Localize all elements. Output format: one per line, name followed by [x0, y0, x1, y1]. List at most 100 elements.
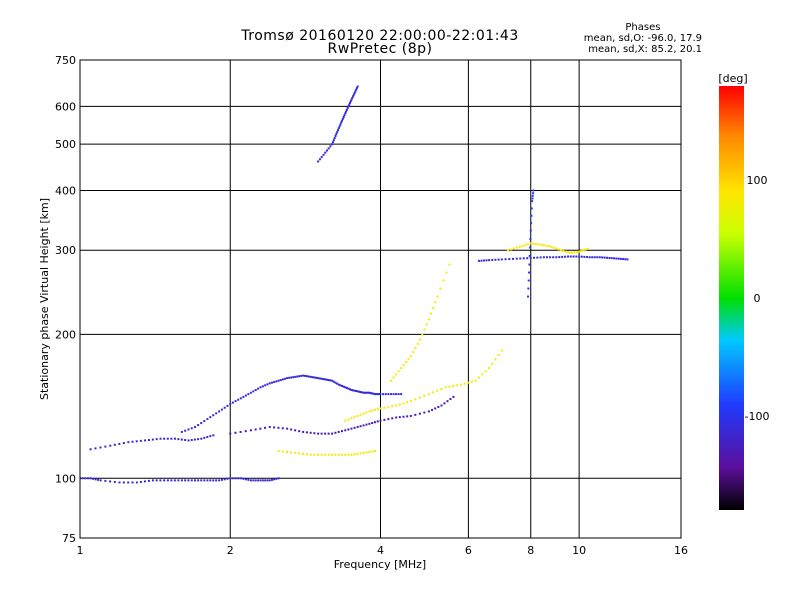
- data-point: [340, 121, 343, 124]
- data-point: [89, 477, 92, 480]
- data-point: [340, 430, 343, 433]
- data-point: [268, 479, 271, 482]
- data-point: [170, 437, 173, 440]
- data-point: [231, 401, 234, 404]
- data-point: [427, 393, 430, 396]
- data-point: [249, 429, 252, 432]
- data-point: [431, 408, 434, 411]
- data-point: [619, 257, 622, 260]
- data-point: [109, 480, 112, 483]
- data-point: [527, 279, 530, 282]
- data-point: [561, 255, 564, 258]
- data-point: [339, 123, 342, 126]
- data-point: [500, 349, 503, 352]
- data-point: [532, 189, 535, 192]
- data-point: [325, 378, 328, 381]
- data-point: [353, 91, 356, 94]
- data-point: [376, 420, 379, 423]
- data-point: [286, 427, 289, 430]
- data-point: [397, 370, 400, 373]
- data-point: [215, 412, 218, 415]
- data-point: [444, 386, 447, 389]
- data-point: [92, 477, 95, 480]
- data-point: [414, 398, 417, 401]
- data-point: [383, 418, 386, 421]
- data-point: [338, 125, 341, 128]
- data-point: [456, 384, 459, 387]
- data-point: [344, 386, 347, 389]
- data-point: [368, 450, 371, 453]
- data-point: [131, 481, 134, 484]
- data-point: [184, 479, 187, 482]
- data-point: [318, 377, 321, 380]
- data-point: [290, 376, 293, 379]
- data-point: [203, 436, 206, 439]
- data-point: [372, 392, 375, 395]
- data-point: [526, 257, 529, 260]
- data-point: [302, 430, 305, 433]
- data-point: [400, 367, 403, 370]
- data-point: [497, 353, 500, 356]
- data-point: [344, 419, 347, 422]
- data-point: [371, 450, 374, 453]
- data-point: [596, 256, 599, 259]
- x-tick-label: 2: [227, 544, 234, 557]
- data-point: [418, 396, 421, 399]
- data-point: [264, 384, 267, 387]
- data-point: [348, 101, 351, 104]
- data-point: [359, 425, 362, 428]
- data-point: [294, 429, 297, 432]
- data-point: [273, 426, 276, 429]
- data-point: [494, 358, 497, 361]
- data-point: [122, 442, 125, 445]
- data-point: [409, 400, 412, 403]
- data-point: [378, 393, 381, 396]
- data-point: [566, 251, 569, 254]
- data-point: [315, 376, 318, 379]
- data-point: [512, 257, 515, 260]
- data-point: [341, 384, 344, 387]
- data-point: [387, 393, 390, 396]
- data-point: [247, 478, 250, 481]
- data-point: [352, 389, 355, 392]
- data-point: [331, 432, 334, 435]
- data-point: [368, 391, 371, 394]
- data-point: [313, 453, 316, 456]
- data-point: [578, 255, 581, 258]
- data-point: [573, 251, 576, 254]
- data-point: [384, 393, 387, 396]
- data-point: [109, 444, 112, 447]
- data-point: [580, 255, 583, 258]
- data-point: [104, 445, 107, 448]
- data-point: [277, 450, 280, 453]
- data-point: [300, 374, 303, 377]
- data-point: [180, 479, 183, 482]
- data-point: [591, 256, 594, 259]
- data-point: [342, 385, 345, 388]
- data-point: [244, 394, 247, 397]
- data-point: [113, 480, 116, 483]
- data-point: [404, 361, 407, 364]
- data-point: [530, 214, 533, 217]
- data-point: [266, 479, 269, 482]
- data-point: [127, 441, 130, 444]
- data-point: [382, 393, 385, 396]
- data-point: [376, 393, 379, 396]
- data-point: [259, 427, 262, 430]
- data-point: [402, 415, 405, 418]
- data-point: [395, 393, 398, 396]
- data-point: [564, 250, 567, 253]
- data-point: [229, 477, 232, 480]
- y-tick-label: 200: [55, 328, 76, 341]
- x-tick-label: 16: [674, 544, 688, 557]
- data-point: [166, 479, 169, 482]
- data-point: [530, 207, 533, 210]
- phase-stats: Phases mean, sd,O: -96.0, 17.9 mean, sd,…: [584, 22, 702, 55]
- data-point: [270, 478, 273, 481]
- data-point: [390, 379, 393, 382]
- colorbar-tick-label: -100: [745, 410, 770, 423]
- data-point: [309, 431, 312, 434]
- data-point: [352, 95, 355, 98]
- plot-frame: [79, 59, 682, 539]
- data-point: [334, 135, 337, 138]
